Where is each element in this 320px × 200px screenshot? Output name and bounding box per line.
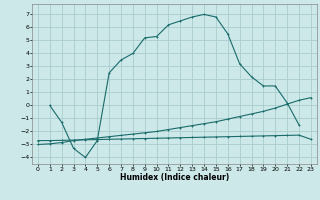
X-axis label: Humidex (Indice chaleur): Humidex (Indice chaleur) [120, 173, 229, 182]
